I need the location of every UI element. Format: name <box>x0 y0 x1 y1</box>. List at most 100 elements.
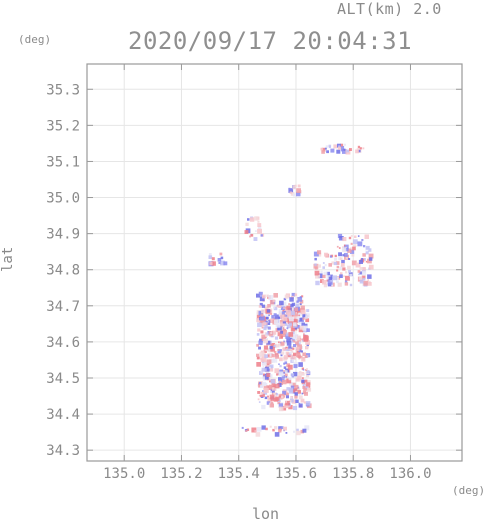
data-point <box>367 282 372 286</box>
data-point <box>288 322 292 326</box>
data-point <box>305 368 308 371</box>
data-point <box>301 379 305 383</box>
data-point <box>256 293 260 298</box>
data-point <box>338 257 342 261</box>
data-point <box>278 403 283 408</box>
data-point <box>271 384 274 387</box>
data-point <box>296 319 301 323</box>
data-point <box>293 311 299 317</box>
data-point <box>273 350 277 354</box>
data-point <box>280 398 283 401</box>
data-point <box>350 242 353 245</box>
data-point <box>304 384 306 387</box>
data-point <box>259 352 264 357</box>
data-point <box>323 271 328 276</box>
data-point <box>257 322 262 328</box>
data-point <box>357 270 361 273</box>
y-tick-label: 34.9 <box>46 227 80 243</box>
data-point <box>283 366 287 369</box>
data-point <box>288 187 291 190</box>
data-point <box>361 271 367 276</box>
data-point <box>292 334 298 339</box>
data-point <box>305 340 310 345</box>
data-point <box>287 376 290 379</box>
data-point <box>301 377 304 380</box>
data-point <box>297 388 301 392</box>
data-point <box>285 432 288 434</box>
data-point <box>282 310 284 312</box>
data-point <box>339 274 343 278</box>
data-point <box>264 332 267 334</box>
data-point <box>304 425 310 431</box>
data-point <box>320 279 324 283</box>
data-point <box>263 387 269 393</box>
data-point <box>297 297 303 302</box>
data-point <box>266 320 271 325</box>
data-point <box>353 244 357 247</box>
data-point <box>249 235 251 238</box>
data-point <box>277 325 282 331</box>
data-point <box>286 324 291 329</box>
data-point <box>270 312 273 315</box>
plot-frame <box>86 63 463 462</box>
data-point <box>272 299 276 303</box>
data-point <box>264 318 268 322</box>
data-point <box>307 387 312 392</box>
data-point <box>265 427 268 431</box>
data-point <box>288 188 294 193</box>
data-point <box>285 351 289 355</box>
data-point <box>305 313 310 318</box>
data-point <box>352 246 356 251</box>
data-point <box>338 247 341 249</box>
data-point <box>284 314 288 318</box>
data-point <box>291 292 296 297</box>
data-point <box>299 302 302 306</box>
data-point <box>257 391 261 394</box>
data-point <box>251 427 257 433</box>
data-point <box>289 399 292 403</box>
data-point <box>220 260 225 266</box>
data-point <box>334 257 338 261</box>
data-point <box>300 398 305 403</box>
data-point <box>269 345 273 350</box>
data-point <box>301 357 306 362</box>
data-point <box>275 382 277 385</box>
data-point <box>278 330 280 333</box>
data-point <box>258 346 261 350</box>
data-point <box>262 382 266 386</box>
data-point <box>291 331 295 335</box>
data-point <box>275 322 281 328</box>
data-point <box>267 326 271 330</box>
data-point <box>365 260 368 263</box>
data-point <box>340 272 343 275</box>
data-point <box>270 403 274 408</box>
data-point <box>278 341 280 343</box>
data-point <box>274 368 280 374</box>
data-point <box>261 322 266 327</box>
data-point <box>264 322 268 325</box>
data-point <box>283 340 285 343</box>
data-point <box>211 261 216 266</box>
data-point <box>261 357 267 363</box>
data-point <box>261 404 266 410</box>
data-point <box>326 271 330 276</box>
data-point <box>245 222 249 226</box>
data-point <box>285 334 291 339</box>
data-point <box>288 316 294 322</box>
data-point <box>270 347 275 352</box>
data-point <box>290 347 293 349</box>
data-point <box>275 344 279 348</box>
data-point <box>258 394 261 397</box>
data-point <box>306 328 310 332</box>
data-point <box>267 304 271 308</box>
data-point <box>293 371 298 377</box>
data-point <box>278 429 282 433</box>
data-point <box>285 400 290 406</box>
data-point <box>289 191 292 194</box>
data-point <box>359 147 362 150</box>
data-point <box>278 426 282 430</box>
data-point <box>326 150 329 154</box>
data-point <box>350 249 355 254</box>
data-point <box>295 390 298 393</box>
data-point <box>345 275 350 281</box>
